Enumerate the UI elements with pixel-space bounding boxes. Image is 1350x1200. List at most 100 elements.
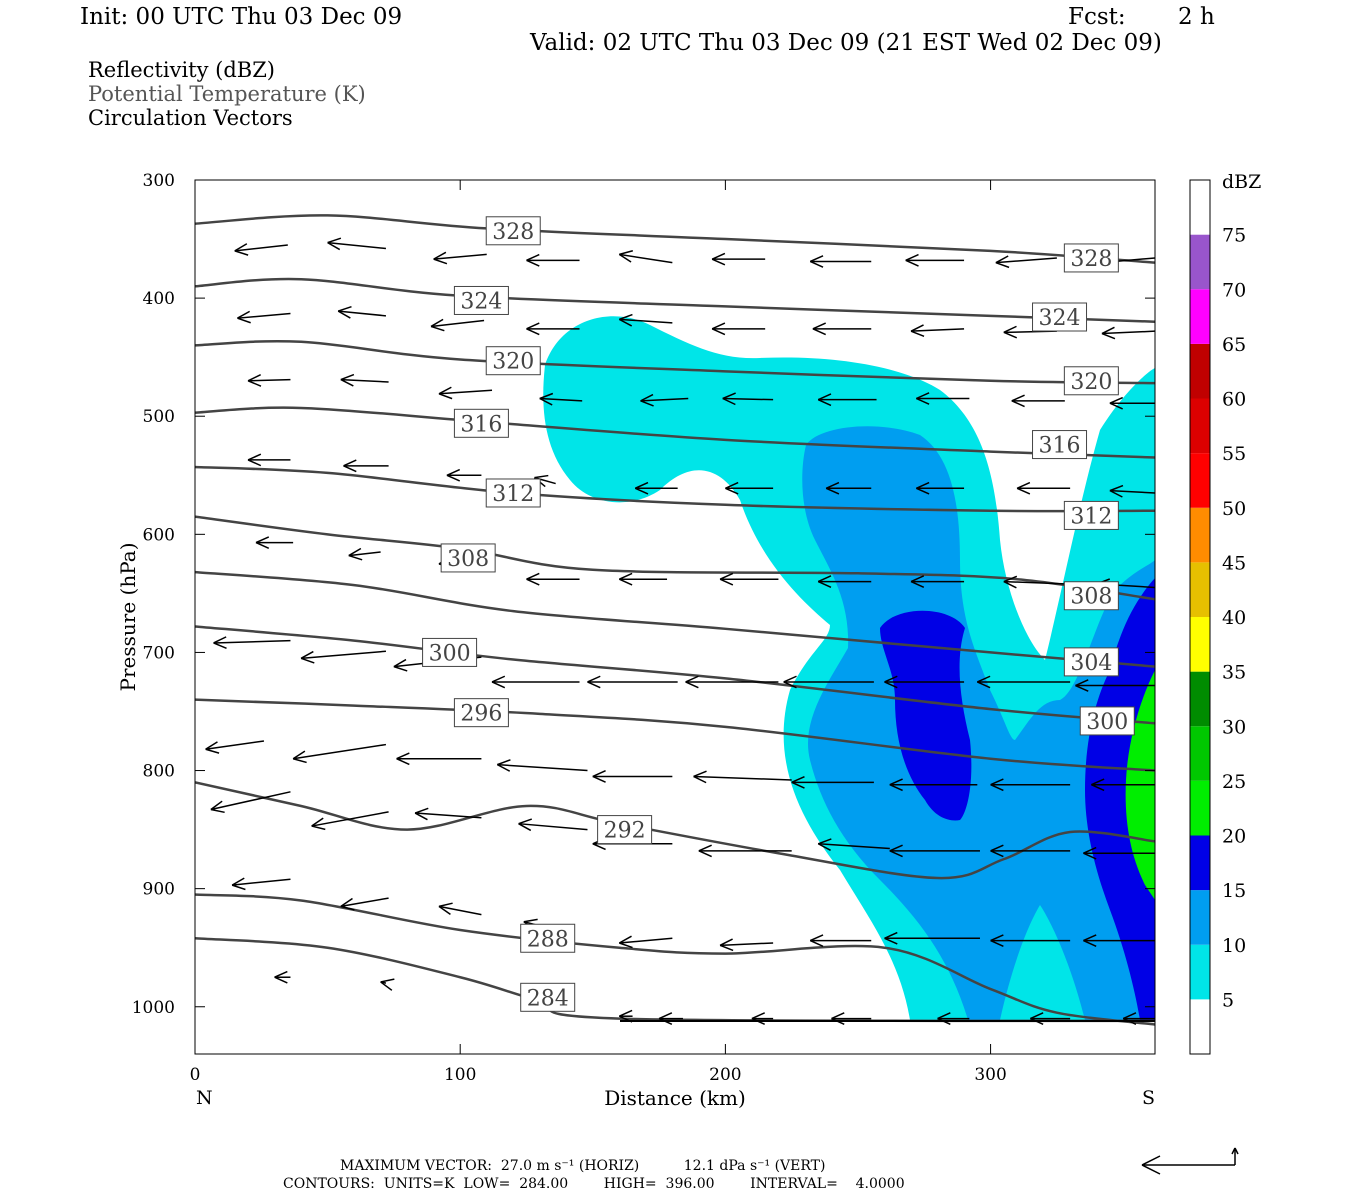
svg-text:328: 328	[492, 220, 534, 245]
circulation-vector	[1109, 396, 1155, 410]
circulation-vector	[817, 393, 877, 407]
theta-contour-308	[195, 515, 1155, 601]
svg-text:296: 296	[460, 702, 502, 727]
circulation-vector	[274, 970, 291, 984]
circulation-vector	[526, 572, 580, 586]
circulation-vector	[916, 481, 965, 495]
plot-frame	[194, 179, 1156, 1055]
circulation-vector	[592, 770, 673, 783]
circulation-vector	[910, 575, 965, 588]
circulation-vector	[343, 459, 389, 473]
circulation-vector	[1101, 326, 1155, 340]
svg-text:324: 324	[1039, 306, 1081, 331]
x-axis: 0 100 200 300	[190, 180, 1007, 1085]
svg-text:292: 292	[604, 819, 646, 844]
colorbar-label: 45	[1222, 552, 1246, 574]
circulation-vector	[905, 253, 965, 267]
circulation-vector	[722, 392, 774, 406]
circulation-vector	[995, 255, 1057, 269]
circulation-vector	[809, 934, 872, 948]
contour-label-320: 320	[485, 346, 541, 376]
contour-settings-note: CONTOURS: UNITS=K LOW= 284.00 HIGH= 396.…	[283, 1176, 905, 1192]
contour-label-320: 320	[1063, 366, 1119, 396]
circulation-vector	[446, 468, 482, 482]
colorbar-cell	[1190, 180, 1210, 235]
circulation-vector	[634, 481, 678, 495]
contour-label-296: 296	[453, 698, 509, 728]
forecast-hours: 2 h	[1178, 4, 1215, 30]
colorbar-cell	[1190, 507, 1210, 563]
x-end-label-north: N	[196, 1087, 213, 1109]
contour-label-312: 312	[485, 478, 541, 508]
circulation-vector	[438, 902, 482, 916]
circulation-vector	[587, 675, 678, 689]
circulation-vector	[213, 636, 291, 649]
svg-text:324: 324	[460, 289, 502, 314]
circulation-vector	[889, 778, 978, 792]
contour-label-328: 328	[485, 216, 541, 246]
y-tick-label: 900	[143, 880, 175, 900]
svg-text:300: 300	[429, 641, 471, 666]
contour-label-324: 324	[453, 285, 509, 315]
contour-label-312: 312	[1063, 500, 1119, 530]
circulation-vector	[380, 978, 395, 991]
colorbar-unit: dBZ	[1222, 171, 1261, 193]
circulation-vector	[205, 740, 265, 754]
contour-label-288: 288	[520, 923, 576, 953]
circulation-vector	[619, 572, 668, 586]
circulation-vector	[433, 251, 487, 265]
colorbar-cell	[1190, 562, 1210, 617]
circulation-vector	[990, 934, 1071, 948]
circulation-vector	[1011, 394, 1065, 408]
contour-label-328: 328	[1063, 243, 1119, 273]
circulation-vector	[1091, 778, 1155, 792]
contour-labels: 328 328 324 324 320 320 316 316 312 312 308 308 304 3…	[422, 216, 1135, 1012]
colorbar-label: 30	[1222, 716, 1246, 738]
colorbar-cell	[1190, 944, 1210, 1000]
colorbar-cell	[1190, 999, 1210, 1054]
contour-label-308: 308	[440, 543, 496, 573]
colorbar-cell	[1190, 617, 1210, 672]
svg-text:320: 320	[492, 350, 534, 375]
circulation-vector	[977, 675, 1071, 689]
contour-label-300: 300	[1079, 706, 1135, 736]
colorbar-cell	[1190, 398, 1210, 454]
y-axis: 300 400 500 600 700 800 900 1000	[132, 171, 1155, 1018]
circulation-vector	[618, 250, 673, 264]
circulation-vector	[812, 322, 872, 336]
circulation-vector	[348, 547, 381, 561]
svg-text:320: 320	[1070, 370, 1112, 395]
max-vector-note: MAXIMUM VECTOR: 27.0 m s⁻¹ (HORIZ) 12.1 …	[340, 1158, 826, 1174]
circulation-vector	[337, 305, 387, 319]
circulation-vector	[1016, 481, 1071, 495]
circulation-vector	[539, 392, 583, 406]
valid-time: Valid: 02 UTC Thu 03 Dec 09 (21 EST Wed …	[530, 30, 1162, 56]
circulation-vector	[817, 575, 872, 588]
field-vectors: Circulation Vectors	[88, 106, 293, 130]
circulation-vector	[518, 818, 588, 832]
y-tick-label: 1000	[132, 998, 175, 1018]
circulation-vector	[719, 572, 779, 586]
contour-label-316: 316	[453, 408, 509, 438]
circulation-vector	[438, 386, 493, 400]
colorbar-label: 40	[1222, 607, 1246, 629]
circulation-vector	[783, 675, 874, 689]
circulation-vector	[751, 1012, 774, 1025]
y-tick-label: 700	[143, 643, 175, 663]
x-tick-label: 100	[444, 1065, 476, 1085]
circulation-vector	[234, 243, 288, 256]
colorbar-cell	[1190, 343, 1210, 399]
theta-contour-324	[195, 277, 1155, 323]
x-tick-label: 0	[190, 1065, 201, 1085]
circulation-vector	[990, 778, 1071, 792]
colorbar-label: 10	[1222, 935, 1246, 957]
colorbar-cell	[1190, 289, 1210, 344]
circulation-vector	[658, 1012, 683, 1025]
circulation-vector	[526, 322, 580, 336]
field-theta: Potential Temperature (K)	[88, 82, 366, 106]
svg-text:284: 284	[527, 986, 569, 1011]
circulation-vector	[884, 931, 980, 945]
circulation-vector	[340, 897, 389, 911]
contour-label-300: 300	[422, 637, 478, 667]
circulation-vector	[791, 775, 874, 789]
